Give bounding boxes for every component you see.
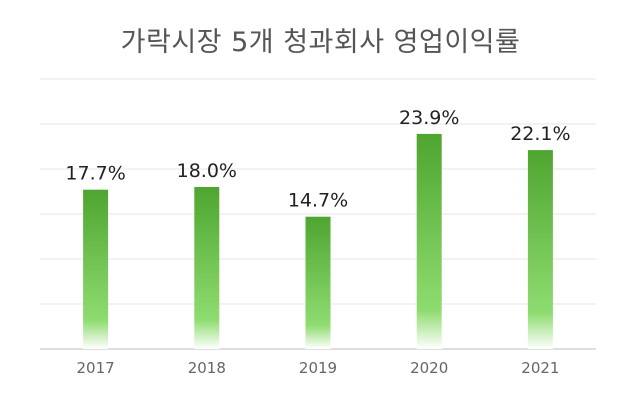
data-label-2017: 17.7%	[65, 163, 125, 185]
data-label-2020: 23.9%	[399, 107, 459, 129]
data-label-2019: 14.7%	[288, 190, 348, 212]
chart-title: 가락시장 5개 청과회사 영업이익률	[120, 27, 521, 58]
bar-2020	[416, 133, 442, 349]
data-label-2018: 18.0%	[177, 160, 237, 182]
x-tick-label-2021: 2021	[521, 359, 559, 377]
x-tick-label-2020: 2020	[410, 359, 448, 377]
bar-2021	[527, 150, 553, 349]
bar-2019	[305, 216, 331, 349]
x-tick-label-2017: 2017	[77, 359, 115, 377]
bar-2017	[83, 189, 109, 349]
x-tick-label-2019: 2019	[299, 359, 337, 377]
bar-2018	[194, 187, 220, 349]
data-label-2021: 22.1%	[510, 123, 570, 145]
x-tick-label-2018: 2018	[188, 359, 226, 377]
